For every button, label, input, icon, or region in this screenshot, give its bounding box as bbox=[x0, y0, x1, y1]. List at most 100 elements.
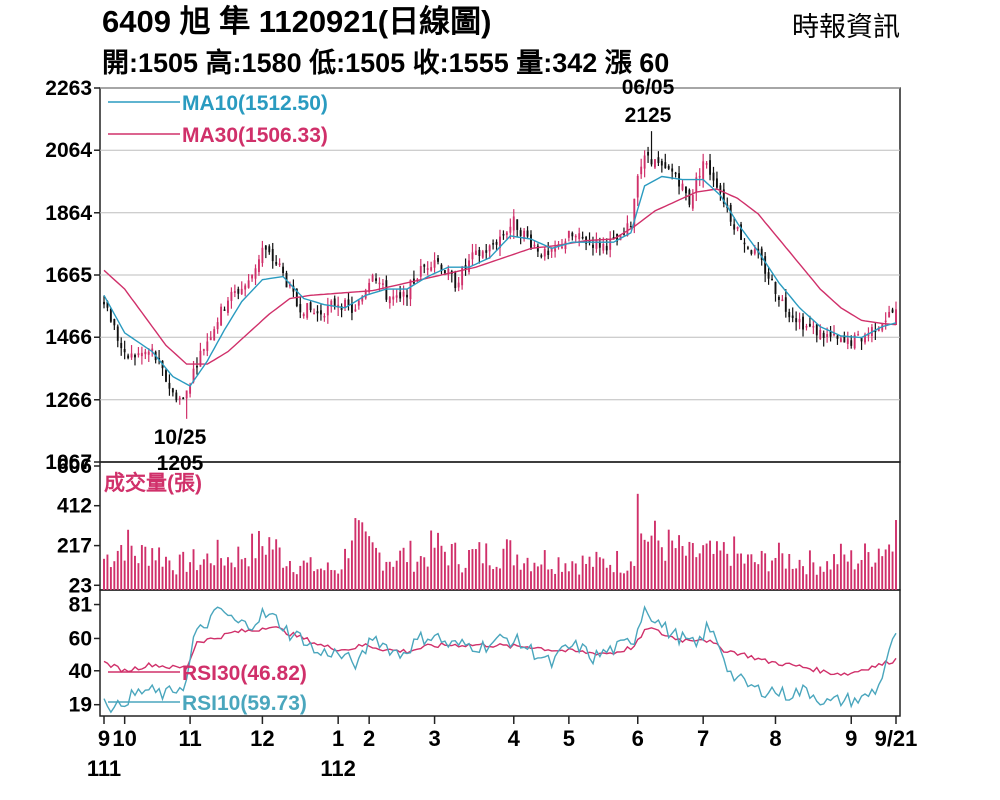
candle-body bbox=[822, 332, 825, 338]
candle-body bbox=[629, 226, 632, 228]
candle-body bbox=[678, 173, 681, 187]
volume-bar bbox=[147, 565, 150, 590]
candle-body bbox=[106, 301, 109, 308]
candle-body bbox=[134, 354, 136, 358]
candle-body bbox=[168, 382, 171, 389]
volume-bar bbox=[777, 542, 780, 590]
candle-body bbox=[381, 283, 384, 285]
candle-body bbox=[140, 352, 143, 357]
candle-body bbox=[189, 385, 192, 394]
volume-bar bbox=[612, 572, 615, 590]
volume-bar bbox=[836, 564, 839, 590]
volume-bar bbox=[103, 558, 105, 590]
volume-bar bbox=[578, 574, 581, 590]
candle-body bbox=[691, 195, 694, 209]
candle-body bbox=[354, 309, 357, 312]
volume-bar bbox=[709, 540, 711, 590]
candle-body bbox=[275, 262, 278, 265]
volume-bar bbox=[547, 569, 550, 590]
volume-bar bbox=[330, 569, 333, 590]
candle-body bbox=[819, 329, 822, 340]
volume-bar bbox=[812, 562, 815, 590]
price-tick-label: 1665 bbox=[45, 264, 92, 287]
volume-bar bbox=[206, 553, 209, 590]
candle-body bbox=[485, 250, 488, 253]
candle-body bbox=[171, 388, 174, 393]
candle-body bbox=[433, 260, 436, 268]
volume-bar bbox=[323, 570, 326, 590]
candle-body bbox=[592, 244, 594, 248]
price-tick-label: 1864 bbox=[45, 202, 92, 225]
candle-body bbox=[347, 299, 350, 306]
volume-bar bbox=[461, 572, 464, 590]
volume-bar bbox=[557, 557, 560, 590]
candle-body bbox=[715, 178, 718, 188]
volume-bar bbox=[295, 574, 298, 590]
volume-bar bbox=[302, 560, 305, 590]
candle-body bbox=[178, 397, 181, 400]
volume-bar bbox=[251, 533, 254, 590]
candle-body bbox=[895, 309, 897, 326]
candle-body bbox=[271, 249, 274, 262]
volume-bar bbox=[891, 551, 894, 590]
candle-body bbox=[719, 185, 722, 193]
candle-body bbox=[784, 297, 787, 312]
volume-bar bbox=[746, 554, 749, 590]
volume-bar bbox=[109, 567, 112, 590]
volume-bar bbox=[488, 565, 491, 590]
candle-body bbox=[120, 342, 123, 349]
volume-bar bbox=[254, 558, 257, 590]
candle-body bbox=[220, 306, 223, 326]
candle-body bbox=[767, 272, 770, 279]
volume-bar bbox=[185, 571, 188, 590]
candle-body bbox=[350, 303, 353, 313]
rsi-tick-label: 81 bbox=[69, 594, 93, 617]
candle-body bbox=[254, 268, 257, 279]
price-tick-label: 2064 bbox=[45, 139, 92, 162]
volume-bar bbox=[289, 560, 291, 590]
volume-bar bbox=[371, 542, 374, 590]
volume-bar bbox=[550, 569, 553, 590]
candle-body bbox=[251, 274, 254, 279]
candle-body bbox=[571, 232, 574, 237]
volume-bar bbox=[767, 571, 770, 590]
rsi10-legend: RSI10(59.73) bbox=[182, 692, 307, 715]
volume-bar bbox=[233, 567, 236, 590]
candle-body bbox=[550, 248, 553, 252]
candle-body bbox=[815, 324, 818, 336]
candle-body bbox=[709, 160, 711, 175]
rsi-tick-label: 19 bbox=[69, 694, 92, 717]
volume-bar bbox=[227, 557, 229, 590]
price-tick-label: 1466 bbox=[45, 326, 92, 349]
candle-body bbox=[805, 326, 808, 328]
volume-bar bbox=[426, 566, 429, 590]
volume-bar bbox=[874, 562, 877, 590]
candle-body bbox=[760, 248, 763, 260]
volume-bar bbox=[702, 545, 705, 590]
candle-body bbox=[736, 227, 739, 229]
candle-body bbox=[636, 175, 639, 198]
volume-bar bbox=[519, 569, 522, 590]
candle-body bbox=[388, 297, 391, 304]
volume-bar bbox=[406, 562, 408, 590]
volume-bar bbox=[433, 547, 436, 590]
candle-body bbox=[457, 282, 460, 288]
high-date-annotation: 06/05 bbox=[622, 76, 675, 99]
month-label: 1 bbox=[332, 726, 344, 751]
volume-bar bbox=[733, 536, 736, 590]
rsi30-legend: RSI30(46.82) bbox=[182, 662, 307, 685]
candle-body bbox=[609, 239, 612, 250]
volume-bar bbox=[750, 554, 753, 590]
volume-bar bbox=[574, 563, 577, 590]
candle-body bbox=[512, 216, 515, 231]
ma30-line bbox=[103, 188, 897, 365]
volume-bar bbox=[368, 536, 371, 590]
volume-bar bbox=[168, 560, 171, 590]
candle-body bbox=[333, 298, 336, 307]
volume-bar bbox=[140, 545, 143, 590]
candle-body bbox=[884, 320, 887, 323]
month-label: 3 bbox=[428, 726, 440, 751]
volume-bar bbox=[165, 556, 167, 590]
candle-body bbox=[864, 334, 866, 343]
volume-bar bbox=[640, 533, 643, 590]
